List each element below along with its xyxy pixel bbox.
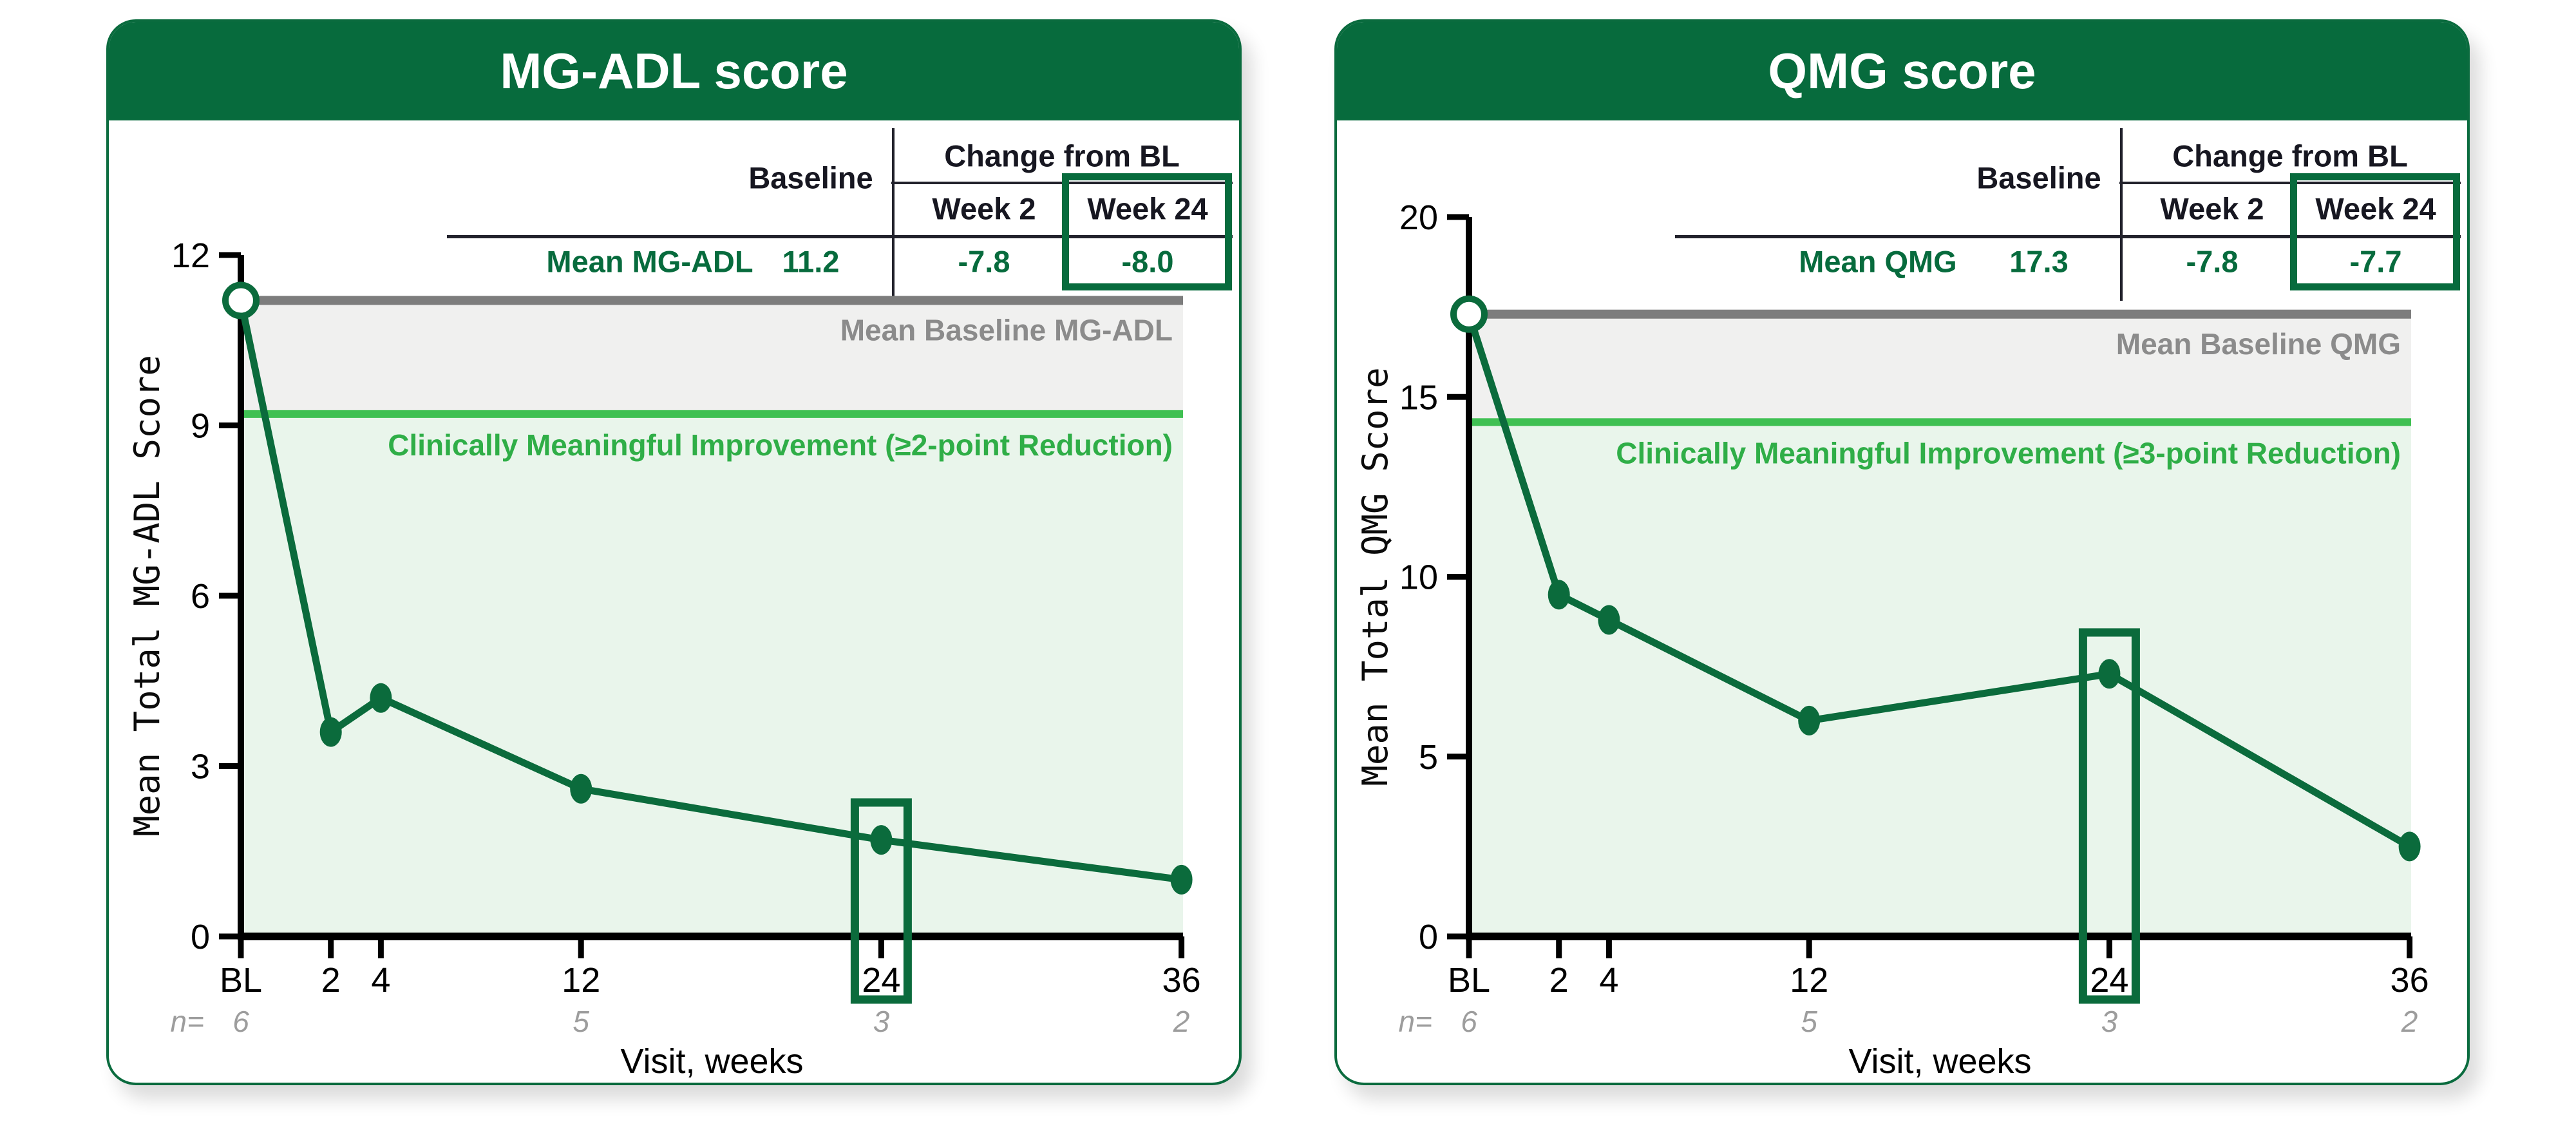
x-tick-label: 12 (1790, 961, 1828, 1000)
n-value: 2 (1173, 1005, 1190, 1038)
n-value: 6 (1461, 1005, 1477, 1038)
y-axis-title: Mean Total MG-ADL Score (127, 355, 167, 837)
y-tick-label: 3 (191, 748, 210, 786)
x-tick-label: 4 (371, 961, 390, 1000)
x-tick-label: BL (1448, 961, 1490, 1000)
y-tick-label: 10 (1399, 558, 1438, 597)
panel-qmg: QMG score Change from BL Baseline Week 2… (1334, 19, 2470, 1085)
n-row-label: n= (171, 1005, 204, 1038)
y-tick-label: 12 (171, 236, 210, 275)
n-value: 5 (1801, 1005, 1817, 1038)
mean-baseline-label: Mean Baseline QMG (2116, 327, 2401, 361)
panel-title: MG-ADL score (500, 43, 848, 99)
x-tick-label: 2 (1549, 961, 1569, 1000)
y-tick-label: 0 (1419, 918, 1438, 956)
mgadl-line-chart: Mean Baseline MG-ADL Clinically Meaningfu… (127, 236, 1201, 1081)
data-point-marker (570, 773, 592, 804)
n-row-label: n= (1399, 1005, 1432, 1038)
panel-title: QMG score (1768, 43, 2036, 99)
data-point-marker (1170, 864, 1193, 895)
data-point-marker (319, 717, 342, 747)
panel-header-mgadl: MG-ADL score (109, 22, 1239, 120)
y-tick-label: 5 (1419, 738, 1438, 777)
data-point-marker (2098, 659, 2121, 689)
x-axis-title: Visit, weeks (620, 1042, 803, 1081)
y-tick-label: 15 (1399, 378, 1438, 417)
n-value: 3 (2101, 1005, 2118, 1038)
baseline-zone-fill (1469, 314, 2411, 422)
data-point-marker (870, 825, 893, 855)
n-value: 3 (873, 1005, 890, 1038)
x-tick-label: 12 (562, 961, 600, 1000)
y-tick-label: 9 (191, 407, 210, 446)
improvement-zone-fill (241, 413, 1183, 936)
mean-baseline-label: Mean Baseline MG-ADL (840, 314, 1173, 347)
baseline-zone-fill (241, 300, 1183, 414)
score-series-line (1465, 313, 2412, 850)
week24-chart-highlight-box (2078, 628, 2140, 1004)
n-value: 5 (573, 1005, 589, 1038)
cmi-label: Clinically Meaningful Improvement (≥2-po… (388, 428, 1173, 462)
x-tick-label: 24 (2090, 961, 2128, 1000)
baseline-open-marker (1450, 295, 1488, 333)
data-point-marker (2398, 831, 2421, 862)
improvement-zone-fill (1469, 422, 2411, 936)
data-point-marker (1798, 705, 1821, 735)
x-tick-label: 4 (1599, 961, 1618, 1000)
panel-mgadl: MG-ADL score Change from BL Baseline Wee… (106, 19, 1242, 1085)
x-tick-label: 24 (862, 961, 900, 1000)
x-tick-label: 36 (1162, 961, 1201, 1000)
week24-chart-highlight-box (850, 798, 912, 1004)
baseline-open-marker (222, 281, 260, 319)
data-point-marker (1548, 580, 1570, 610)
x-tick-label: 2 (321, 961, 341, 1000)
y-axis-title: Mean Total QMG Score (1355, 367, 1396, 786)
data-point-marker (370, 683, 392, 713)
x-axis-title: Visit, weeks (1848, 1042, 2031, 1081)
panel-header-qmg: QMG score (1337, 22, 2467, 120)
score-series-line (237, 299, 1182, 884)
x-tick-label: BL (220, 961, 262, 1000)
y-tick-label: 0 (191, 918, 210, 956)
cmi-label: Clinically Meaningful Improvement (≥3-po… (1616, 436, 2401, 470)
data-point-marker (1598, 605, 1620, 635)
n-value: 6 (232, 1005, 249, 1038)
n-value: 2 (2401, 1005, 2418, 1038)
qmg-line-chart: Mean Baseline QMG Clinically Meaningful I… (1355, 198, 2429, 1081)
y-tick-label: 20 (1399, 198, 1438, 237)
x-tick-label: 36 (2391, 961, 2429, 1000)
y-tick-label: 6 (191, 577, 210, 616)
